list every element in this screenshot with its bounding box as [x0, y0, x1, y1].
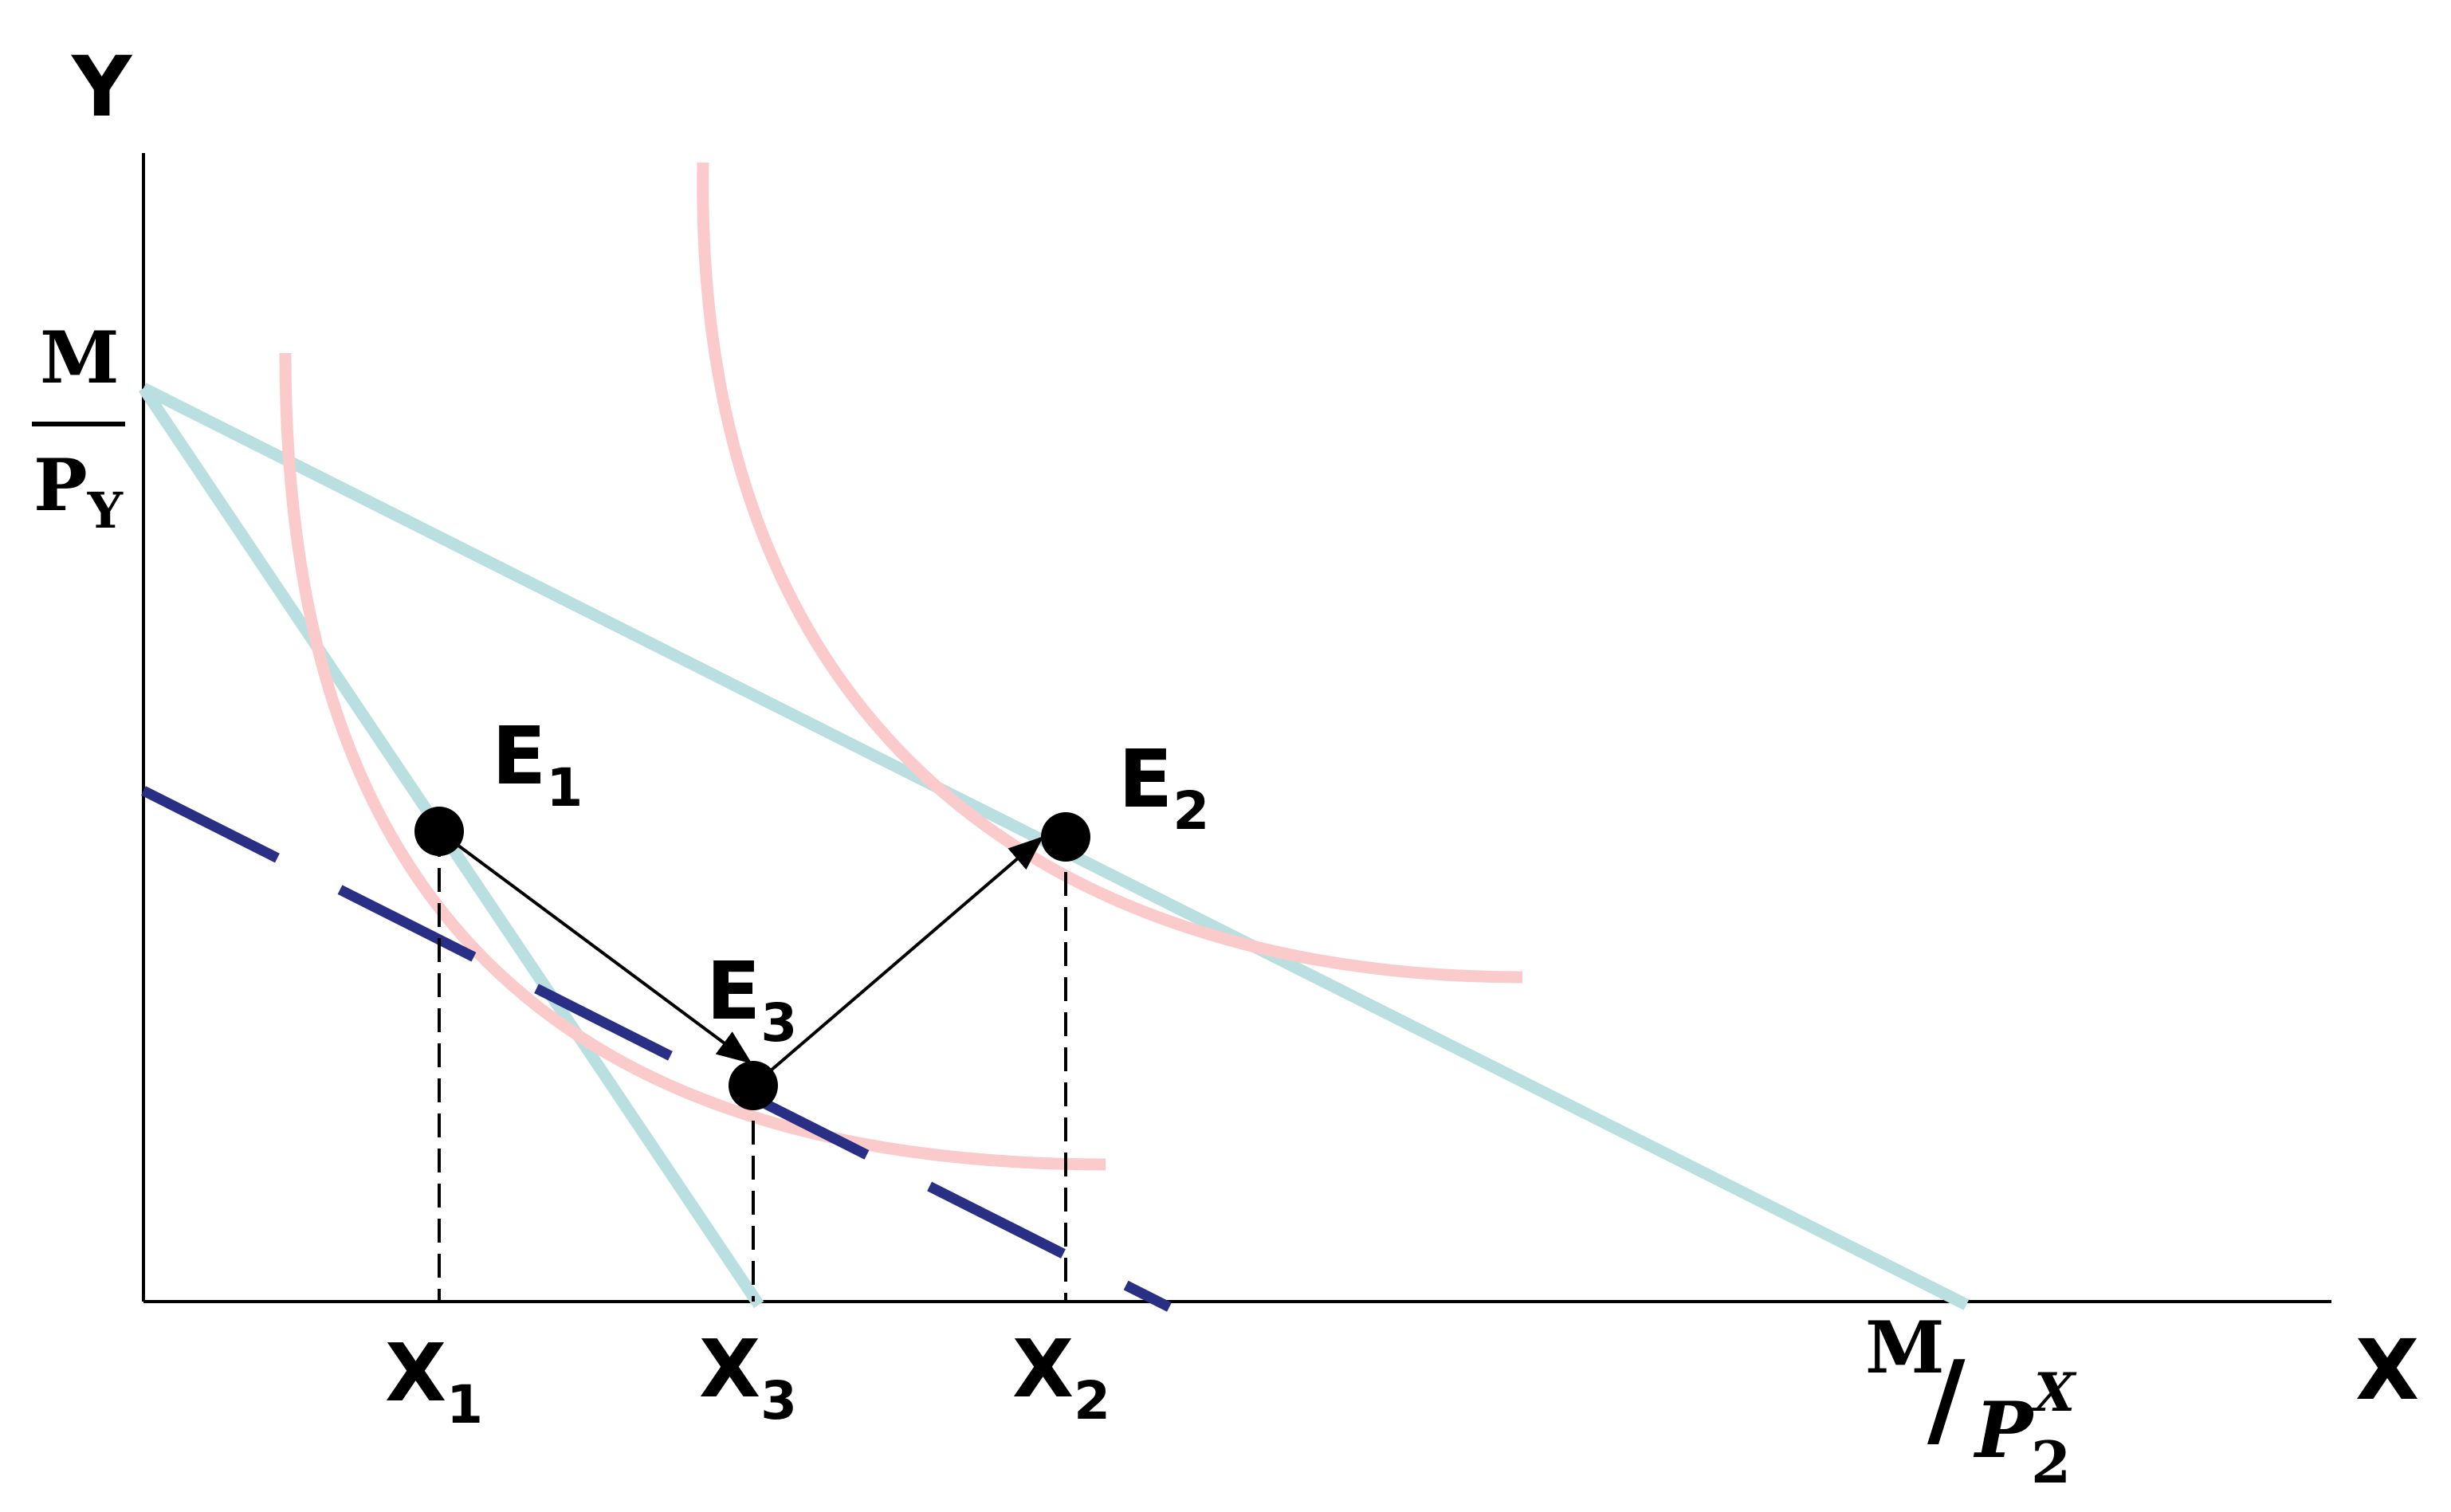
label-e3: E3 — [706, 945, 797, 1054]
point-e2 — [1041, 812, 1090, 862]
point-e3 — [729, 1061, 778, 1110]
tick-x1-sub: 1 — [446, 1374, 483, 1435]
y-intercept-numerator: M — [40, 316, 120, 400]
y-intercept-denominator-main: P — [33, 443, 88, 528]
x-intercept-denominator-sub: 2 — [2031, 1428, 2071, 1496]
label-e3-main: E — [706, 945, 760, 1038]
label-e1: E1 — [492, 709, 583, 819]
tick-x3-main: X — [699, 1322, 760, 1416]
x-intercept-numerator: M — [1865, 1306, 1945, 1390]
indifference-curve-1 — [279, 352, 1106, 1171]
x-intercept-denominator-sup: X — [2031, 1361, 2077, 1424]
tick-x2-main: X — [1012, 1322, 1074, 1416]
y-intercept-denominator-sub: Y — [87, 481, 124, 540]
indifference-curve-2 — [697, 162, 1523, 984]
tick-x3: X3 — [699, 1322, 797, 1431]
y-intercept-denominator: PY — [33, 443, 124, 540]
label-e2-sub: 2 — [1172, 780, 1209, 842]
arrow-e1-to-e3 — [438, 830, 752, 1064]
label-e3-sub: 3 — [760, 992, 797, 1054]
x-axis-label: X — [2355, 1322, 2419, 1419]
label-e2-main: E — [1118, 732, 1172, 826]
arrow-e3-to-e2 — [752, 836, 1044, 1087]
label-e1-main: E — [492, 709, 546, 803]
compensated-budget-line — [141, 786, 1172, 1312]
tick-x3-sub: 3 — [760, 1370, 797, 1431]
x-intercept-denominator-main: P — [1973, 1385, 2035, 1475]
tick-x1: X1 — [385, 1326, 483, 1435]
tick-x1-main: X — [385, 1326, 446, 1420]
point-e1 — [414, 807, 464, 856]
tick-x2: X2 — [1012, 1322, 1110, 1431]
tick-x2-sub: 2 — [1074, 1370, 1110, 1431]
y-axis-label: Y — [70, 38, 133, 135]
x-intercept-slash: / — [1927, 1337, 1966, 1459]
label-e2: E2 — [1118, 732, 1209, 842]
label-e1-sub: 1 — [546, 757, 583, 819]
